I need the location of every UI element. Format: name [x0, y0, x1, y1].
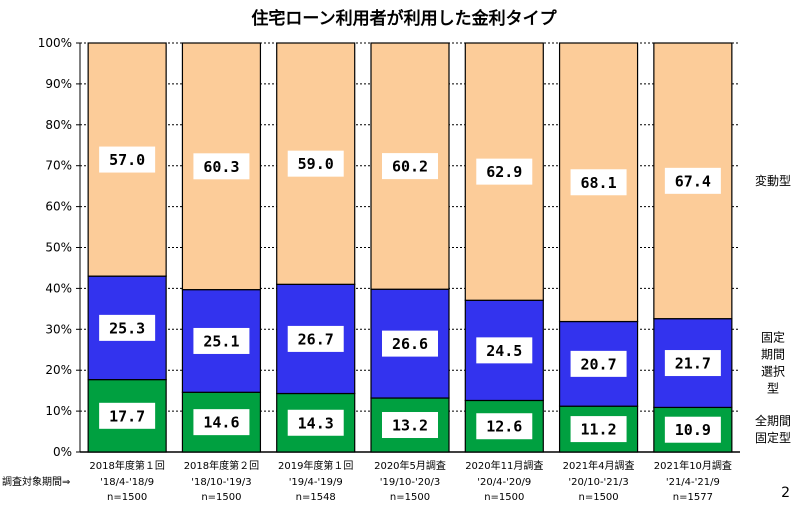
data-label-box	[382, 153, 438, 180]
y-tick-label: 60%	[45, 200, 72, 214]
y-tick-label: 50%	[45, 241, 72, 255]
data-label: 60.3	[203, 158, 239, 176]
y-tick-label: 0%	[53, 445, 72, 459]
data-label-box	[99, 146, 156, 173]
x-category-period: '19/10-'20/3	[380, 477, 440, 488]
data-label: 14.3	[298, 414, 334, 432]
data-label-box	[382, 412, 438, 439]
data-label: 25.1	[203, 332, 239, 350]
x-category-period: '19/4-'19/9	[289, 477, 343, 488]
data-label: 11.2	[581, 421, 617, 439]
series-label-line: 全期間	[755, 413, 791, 428]
x-category-n: n=1500	[107, 492, 147, 503]
data-label-box	[476, 158, 533, 185]
y-tick-label: 90%	[45, 77, 72, 91]
data-label-box	[664, 167, 721, 194]
x-category-label: 2019年度第１回	[278, 459, 353, 472]
x-category-label: 2021年4月調査	[563, 459, 635, 472]
series-label: 固定期間選択型	[761, 330, 785, 396]
data-label: 20.7	[581, 355, 617, 373]
page-number: 2	[781, 485, 790, 501]
data-label-box	[382, 330, 438, 357]
data-label-box	[664, 350, 721, 377]
data-label: 14.6	[203, 414, 239, 432]
y-tick-label: 80%	[45, 118, 72, 132]
data-label-box	[476, 413, 533, 440]
data-label: 10.9	[675, 421, 711, 439]
data-label-box	[287, 409, 344, 436]
data-label-box	[193, 153, 250, 180]
data-label: 26.7	[298, 330, 334, 348]
data-label: 60.2	[392, 158, 428, 176]
chart-title: 住宅ローン利用者が利用した金利タイプ	[251, 8, 557, 29]
data-label: 24.5	[486, 342, 522, 360]
series-label-line: 期間	[761, 348, 785, 362]
data-label: 68.1	[581, 174, 617, 192]
data-label-box	[193, 327, 250, 354]
y-tick-label: 70%	[45, 159, 72, 173]
data-label: 26.6	[392, 335, 428, 353]
y-tick-label: 40%	[45, 281, 72, 295]
data-label: 21.7	[675, 355, 711, 373]
y-tick-label: 100%	[38, 36, 72, 50]
data-label-box	[193, 409, 250, 436]
x-category-period: '20/10-'21/3	[568, 477, 628, 488]
x-category-n: n=1577	[673, 492, 713, 503]
series-label-line: 固定型	[755, 430, 791, 445]
data-label-box	[476, 337, 533, 364]
series-label-line: 変動型	[755, 173, 791, 188]
data-label: 62.9	[486, 163, 522, 181]
x-category-label: 2020年11月調査	[465, 459, 543, 472]
data-label: 57.0	[109, 151, 145, 169]
x-category-n: n=1500	[578, 492, 618, 503]
data-label-box	[570, 350, 627, 377]
series-label-line: 型	[767, 382, 779, 396]
x-category-period: '18/10-'19/3	[191, 477, 251, 488]
x-category-n: n=1500	[201, 492, 241, 503]
data-label: 13.2	[392, 417, 428, 435]
x-category-label: 2021年10月調査	[654, 459, 732, 472]
y-tick-label: 30%	[45, 322, 72, 336]
x-category-n: n=1500	[484, 492, 524, 503]
series-label-line: 固定	[761, 330, 785, 345]
data-label: 17.7	[109, 407, 145, 425]
data-label: 67.4	[675, 172, 711, 190]
x-category-n: n=1500	[390, 492, 430, 503]
period-prefix-label: 調査対象期間⇒	[2, 475, 70, 488]
series-label: 変動型	[755, 173, 791, 188]
data-label-box	[287, 325, 344, 352]
x-category-period: '21/4-'21/9	[666, 477, 720, 488]
data-label: 12.6	[486, 418, 522, 436]
data-label-box	[99, 314, 156, 341]
y-tick-label: 20%	[45, 363, 72, 377]
x-category-period: '20/4-'20/9	[477, 477, 531, 488]
y-tick-label: 10%	[45, 404, 72, 418]
series-label-line: 選択	[761, 365, 785, 379]
data-label: 25.3	[109, 319, 145, 337]
x-category-label: 2018年度第２回	[184, 459, 259, 472]
series-label: 全期間固定型	[755, 413, 791, 445]
data-label-box	[287, 150, 344, 177]
data-label-box	[570, 169, 627, 196]
x-category-label: 2020年5月調査	[374, 459, 446, 472]
x-category-n: n=1548	[296, 492, 336, 503]
data-label-box	[570, 416, 627, 443]
data-label: 59.0	[298, 155, 334, 173]
x-category-period: '18/4-'18/9	[100, 477, 154, 488]
x-category-label: 2018年度第１回	[89, 459, 164, 472]
data-label-box	[664, 416, 721, 443]
data-label-box	[99, 402, 156, 429]
